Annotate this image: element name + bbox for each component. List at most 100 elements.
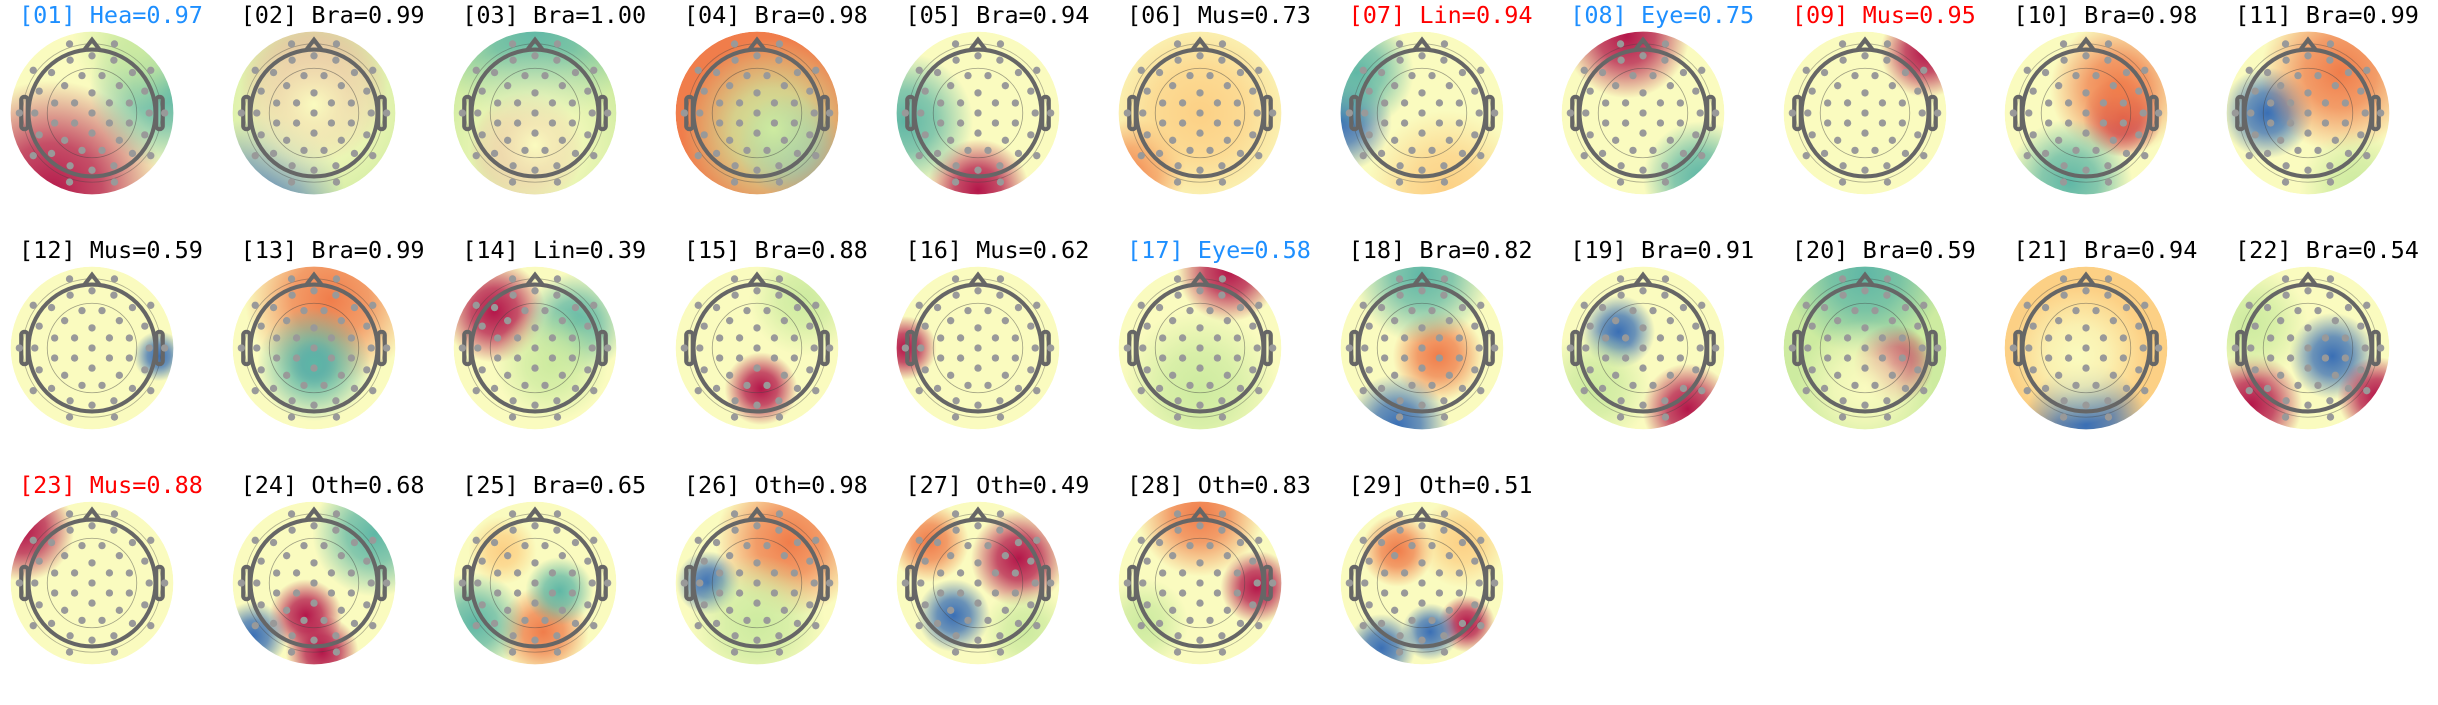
electrode-dot bbox=[553, 413, 562, 421]
electrode-dot bbox=[2065, 334, 2073, 342]
electrode-dot bbox=[1918, 109, 1926, 117]
electrode-dot bbox=[753, 166, 761, 174]
electrode-dot bbox=[1639, 129, 1647, 137]
electrode-dot bbox=[1476, 387, 1485, 395]
electrode-dot bbox=[1359, 387, 1367, 395]
electrode-dot bbox=[1820, 303, 1829, 312]
electrode-dot bbox=[2326, 56, 2334, 64]
electrode-dot bbox=[805, 322, 814, 330]
electrode-dot bbox=[1377, 303, 1385, 312]
electrode-dot bbox=[1236, 303, 1245, 312]
electrode-dot bbox=[1427, 146, 1436, 155]
electrode-dot bbox=[1661, 397, 1669, 405]
electrode-dot bbox=[110, 291, 118, 299]
electrode-dot bbox=[1218, 397, 1226, 405]
electrode-dot bbox=[1417, 89, 1426, 97]
electrode-dot bbox=[2023, 66, 2032, 74]
electrode-dot bbox=[2245, 152, 2253, 160]
electrode-dot bbox=[1365, 131, 1373, 139]
electrode-dot bbox=[2155, 109, 2163, 117]
electrode-dot bbox=[753, 324, 761, 332]
electrode-dot bbox=[1582, 344, 1590, 352]
electrode-dot bbox=[775, 397, 783, 405]
electrode-dot bbox=[237, 579, 245, 587]
electrode-dot bbox=[548, 119, 557, 127]
electrode-dot bbox=[1123, 579, 1131, 587]
electrode-dot bbox=[2045, 119, 2053, 127]
electrode-dot bbox=[1666, 371, 1675, 380]
component-topomap: [07] Lin=0.94 bbox=[1330, 0, 1552, 235]
electrode-dot bbox=[1196, 287, 1204, 295]
electrode-dot bbox=[2110, 136, 2118, 145]
electrode-dot bbox=[288, 397, 296, 405]
electrode-dot bbox=[763, 616, 771, 625]
electrode-dot bbox=[568, 99, 577, 107]
electrode-dot bbox=[2294, 306, 2302, 315]
electrode-dot bbox=[1617, 291, 1625, 299]
electrode-dot bbox=[694, 301, 702, 309]
electrode-dot bbox=[997, 510, 1005, 518]
electrode-dot bbox=[1490, 579, 1498, 587]
electrode-dot bbox=[347, 99, 355, 107]
electrode-dot bbox=[1255, 622, 1263, 630]
electrode-dot bbox=[921, 131, 930, 139]
electrode-dot bbox=[1919, 301, 1928, 309]
electrode-dot bbox=[269, 538, 277, 547]
electrode-dot bbox=[811, 66, 820, 74]
electrode-dot bbox=[753, 364, 761, 372]
electrode-dot bbox=[65, 178, 74, 186]
electrode-dot bbox=[128, 68, 137, 77]
electrode-dot bbox=[78, 616, 86, 625]
electrode-dot bbox=[1396, 397, 1404, 405]
electrode-dot bbox=[1380, 354, 1388, 362]
electrode-dot bbox=[1027, 87, 1035, 95]
electrode-dot bbox=[2105, 178, 2113, 186]
electrode-dot bbox=[1137, 152, 1145, 160]
electrode-dot bbox=[1196, 522, 1204, 530]
head-outline bbox=[240, 271, 387, 414]
electrode-dot bbox=[753, 129, 761, 137]
electrode-dot bbox=[947, 606, 955, 615]
electrode-dot bbox=[1047, 109, 1055, 117]
electrode-dot bbox=[368, 152, 377, 160]
electrode-dot bbox=[952, 162, 961, 170]
electrode-dot bbox=[309, 636, 318, 644]
electrode-dot bbox=[251, 387, 259, 395]
activation-blob bbox=[1137, 501, 1263, 577]
electrode-dot bbox=[331, 526, 340, 534]
electrode-dot bbox=[996, 162, 1004, 170]
electrode-dot bbox=[362, 601, 371, 609]
electrode-dot bbox=[731, 526, 739, 534]
electrode-dot bbox=[478, 131, 487, 139]
electrode-dot bbox=[1390, 606, 1398, 615]
electrode-dot bbox=[1174, 632, 1182, 640]
electrode-dot bbox=[1622, 354, 1630, 362]
electrode-dot bbox=[337, 606, 345, 615]
electrode-dot bbox=[1359, 536, 1367, 544]
electrode-dot bbox=[952, 40, 960, 48]
electrode-dot bbox=[715, 354, 724, 362]
topomap-head-plot bbox=[897, 31, 1060, 195]
electrode-dot bbox=[1137, 387, 1145, 395]
electrode-dot bbox=[105, 354, 114, 362]
electrode-dot bbox=[472, 536, 481, 544]
electrode-dot bbox=[715, 99, 724, 107]
electrode-dot bbox=[2377, 344, 2385, 352]
electrode-dot bbox=[1218, 162, 1226, 170]
electrode-dot bbox=[1380, 334, 1388, 342]
electrode-dot bbox=[2377, 109, 2385, 117]
electrode-dot bbox=[937, 589, 945, 597]
electrode-dot bbox=[2326, 397, 2334, 405]
electrode-dot bbox=[2314, 381, 2322, 390]
electrode-dot bbox=[1173, 413, 1182, 421]
electrode-dot bbox=[1435, 569, 1443, 577]
electrode-dot bbox=[1435, 119, 1443, 127]
electrode-dot bbox=[590, 622, 598, 630]
electrode-dot bbox=[1174, 162, 1182, 170]
electrode-dot bbox=[915, 387, 924, 395]
electrode-dot bbox=[1883, 40, 1891, 48]
electrode-dot bbox=[1661, 162, 1669, 170]
electrode-dot bbox=[974, 287, 983, 295]
electrode-dot bbox=[921, 366, 930, 374]
electrode-dot bbox=[251, 152, 259, 160]
